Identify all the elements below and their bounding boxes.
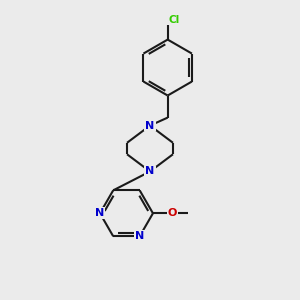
Text: N: N bbox=[135, 231, 144, 241]
Text: Cl: Cl bbox=[169, 15, 180, 25]
Text: N: N bbox=[95, 208, 105, 218]
Text: N: N bbox=[146, 167, 154, 176]
Text: N: N bbox=[146, 121, 154, 130]
Text: O: O bbox=[167, 208, 177, 218]
